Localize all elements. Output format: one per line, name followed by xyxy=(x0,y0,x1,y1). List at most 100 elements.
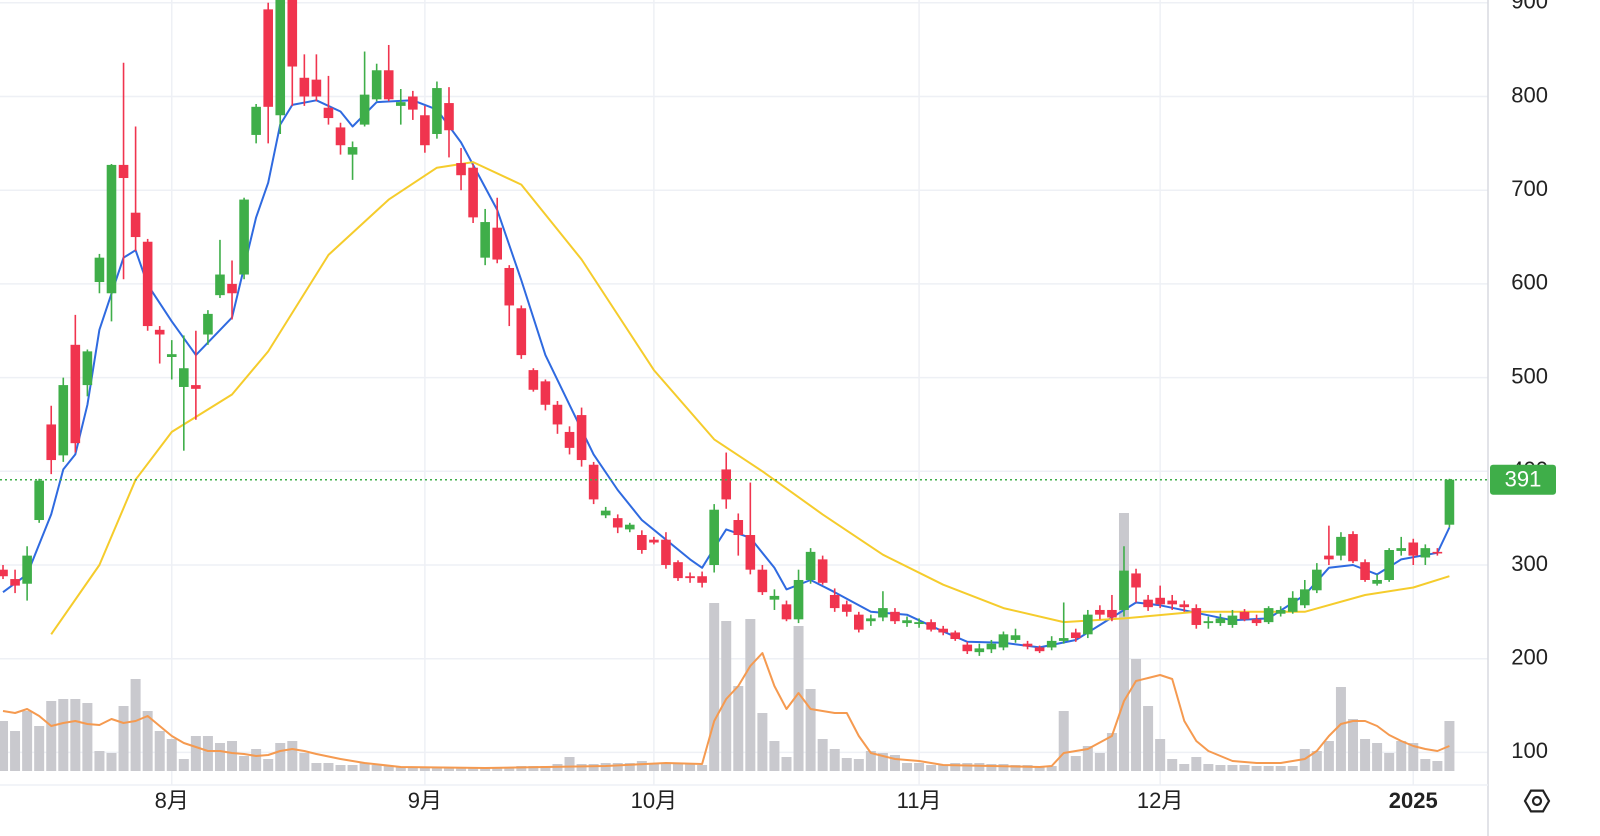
candle-body xyxy=(239,199,249,275)
volume-bar xyxy=(1191,757,1202,771)
candle-body xyxy=(251,106,261,135)
volume-bar xyxy=(468,768,479,771)
volume-bar xyxy=(1167,759,1178,771)
candle-body xyxy=(649,539,659,543)
volume-bar xyxy=(1323,741,1334,771)
candle-body xyxy=(829,594,840,609)
candle-body xyxy=(1167,600,1177,605)
candle-body xyxy=(926,622,936,630)
candle-body xyxy=(166,354,177,357)
candle-body xyxy=(395,102,406,106)
volume-bar xyxy=(757,713,768,771)
volume-bar xyxy=(371,765,382,771)
candle-body xyxy=(624,524,635,530)
settings-icon[interactable] xyxy=(1523,789,1551,813)
volume-bar xyxy=(70,699,81,771)
candle-body xyxy=(1215,618,1226,624)
y-tick-label: 500 xyxy=(1511,363,1548,388)
volume-bar xyxy=(94,751,105,771)
volume-bar xyxy=(829,749,840,771)
volume-bar xyxy=(612,763,623,771)
last-price-label: 391 xyxy=(1505,467,1542,492)
volume-bar xyxy=(1010,765,1021,771)
candle-body xyxy=(432,88,442,134)
candle-body xyxy=(588,464,599,500)
settings-hexagon[interactable] xyxy=(1523,789,1551,813)
volume-bar xyxy=(395,767,406,771)
volume-bar xyxy=(673,763,684,771)
volume-bar xyxy=(793,626,804,771)
candle-body xyxy=(1312,569,1322,591)
volume-bar xyxy=(986,764,997,771)
volume-bar xyxy=(118,706,129,771)
volume-bar xyxy=(383,766,394,771)
candle-body xyxy=(685,576,695,579)
volume-bar xyxy=(721,621,732,771)
x-tick-label: 8月 xyxy=(155,788,189,813)
candle-body xyxy=(191,385,201,389)
volume-bar xyxy=(1022,765,1033,771)
candle-body xyxy=(805,551,816,580)
candle-body xyxy=(962,644,973,652)
volume-bar xyxy=(1408,743,1419,771)
candle-body xyxy=(1444,479,1455,525)
candle-body xyxy=(1131,573,1141,588)
volume-bar xyxy=(58,699,69,771)
candle-body xyxy=(287,0,298,67)
volume-bar xyxy=(347,765,358,771)
volume-bar xyxy=(938,765,949,771)
candle-body xyxy=(866,618,876,622)
volume-bar xyxy=(709,603,720,771)
volume-bar xyxy=(1034,766,1045,771)
volume-bar xyxy=(889,755,900,771)
grid xyxy=(0,0,1488,785)
volume-bar xyxy=(853,759,864,771)
volume-bar xyxy=(190,736,201,771)
volume-bar xyxy=(0,721,9,771)
settings-center[interactable] xyxy=(1531,795,1543,807)
volume-bar xyxy=(1082,746,1093,771)
volume-bar xyxy=(998,764,1009,771)
volume-bar xyxy=(624,763,635,771)
candle-body xyxy=(179,368,189,387)
candle-body xyxy=(697,576,707,583)
volume-bar xyxy=(1227,765,1238,771)
candle-body xyxy=(854,614,864,630)
line-layer xyxy=(2,99,1451,769)
volume-bar xyxy=(1239,765,1250,771)
volume-bar xyxy=(745,619,756,771)
candle-body xyxy=(299,77,310,97)
volume-bar xyxy=(46,701,57,771)
volume-bar xyxy=(323,763,334,771)
volume-bar xyxy=(697,765,708,771)
volume-bar xyxy=(1046,766,1057,771)
volume-bar xyxy=(1287,766,1298,771)
candle-body xyxy=(1396,548,1407,551)
volume-bar xyxy=(166,739,177,771)
volume-bar xyxy=(227,741,238,771)
volume-bar xyxy=(419,768,430,771)
volume-bar xyxy=(1348,719,1359,771)
volume-bar xyxy=(10,731,21,771)
volume-bar xyxy=(540,766,551,771)
volume-bar xyxy=(1311,751,1322,771)
candle-body xyxy=(227,283,237,294)
volume-bar xyxy=(1384,753,1395,771)
candle-body xyxy=(456,163,466,176)
candle-body xyxy=(383,70,394,100)
candle-body xyxy=(673,562,683,579)
volume-bar xyxy=(576,764,587,771)
y-tick-label: 100 xyxy=(1511,738,1548,763)
volume-bar xyxy=(914,763,925,771)
volume-bar xyxy=(564,757,575,771)
candle-body xyxy=(1070,632,1081,639)
candle-body xyxy=(998,634,1009,648)
volume-bar xyxy=(263,759,274,771)
candle-body xyxy=(371,70,382,100)
candle-body xyxy=(480,222,490,258)
volume-bar xyxy=(443,768,454,771)
candle-body xyxy=(1119,570,1129,610)
candle-body xyxy=(1191,608,1202,625)
candle-body xyxy=(58,385,69,456)
